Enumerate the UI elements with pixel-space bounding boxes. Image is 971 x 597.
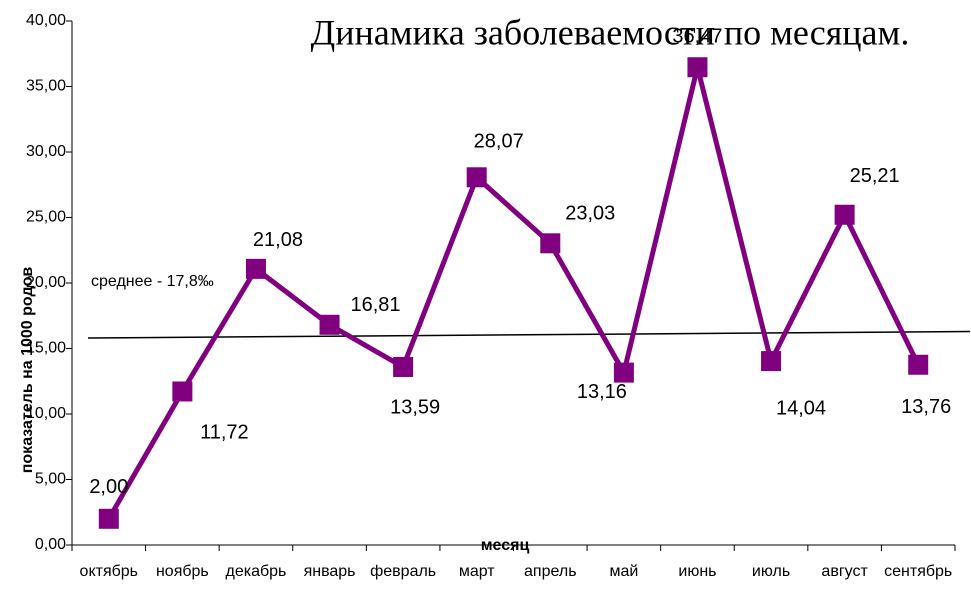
marker — [393, 356, 414, 377]
y-tick-label: 30,00 — [26, 143, 66, 160]
marker — [687, 57, 708, 78]
y-tick-label: 0,00 — [35, 536, 66, 553]
annotation: среднее - 17,8‰ — [91, 273, 214, 290]
value-label: 2,00 — [89, 476, 128, 498]
value-label: 13,76 — [901, 396, 951, 418]
x-tick-label: январь — [304, 563, 356, 580]
x-tick-label: октябрь — [80, 563, 138, 580]
y-tick-label: 25,00 — [26, 209, 66, 226]
marker — [245, 258, 266, 279]
x-tick-label: сентябрь — [884, 563, 952, 580]
y-axis-label: показатель на 1000 родов — [19, 267, 36, 474]
value-label: 25,21 — [850, 165, 900, 187]
chart-title: Динамика заболеваемости по месяцам. — [311, 12, 910, 52]
value-label: 13,16 — [577, 381, 627, 403]
y-tick-label: 15,00 — [26, 340, 66, 357]
y-tick-label: 20,00 — [26, 274, 66, 291]
value-label: 11,72 — [200, 422, 249, 444]
x-tick-label: июнь — [678, 563, 716, 580]
series-line — [106, 66, 921, 521]
x-tick-label: август — [821, 563, 868, 580]
y-tick-label: 10,00 — [26, 405, 66, 422]
value-label: 16,81 — [351, 294, 401, 316]
value-label: 23,03 — [565, 203, 615, 225]
x-tick-label: май — [609, 563, 638, 580]
value-label: 14,04 — [776, 397, 826, 419]
marker — [466, 167, 487, 188]
x-tick-label: апрель — [524, 563, 577, 580]
trend-line — [87, 330, 971, 339]
value-label: 21,08 — [253, 229, 303, 251]
x-tick-label: декабрь — [226, 563, 287, 580]
marker — [172, 381, 193, 402]
marker — [319, 314, 340, 335]
marker — [908, 354, 929, 375]
x-axis-label: месяц — [481, 537, 530, 554]
value-label: 28,07 — [474, 131, 524, 153]
x-tick-label: июль — [752, 563, 790, 580]
x-tick-label: март — [459, 563, 495, 580]
y-tick-label: 35,00 — [26, 78, 66, 95]
marker — [613, 362, 634, 383]
marker — [834, 204, 855, 225]
marker — [761, 351, 782, 372]
value-label: 13,59 — [390, 396, 440, 418]
marker — [98, 508, 119, 529]
marker — [540, 233, 561, 254]
value-label: 36,47 — [672, 26, 722, 48]
y-tick-label: 5,00 — [35, 471, 66, 488]
x-tick-label: ноябрь — [156, 563, 209, 580]
x-tick-label: февраль — [370, 563, 436, 580]
y-tick-label: 40,00 — [26, 12, 66, 29]
